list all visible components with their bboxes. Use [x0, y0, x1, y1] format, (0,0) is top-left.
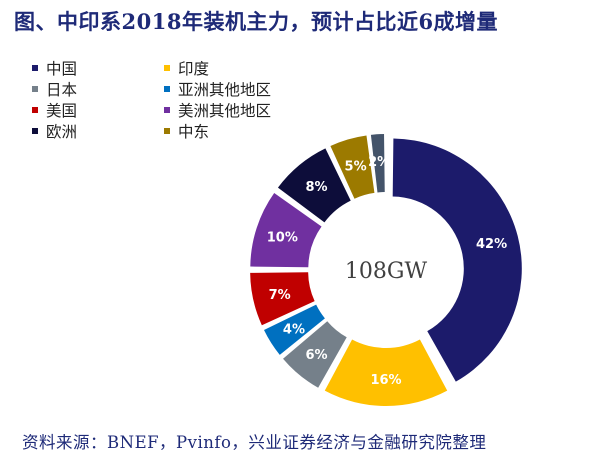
legend-swatch	[32, 65, 38, 71]
legend-item: 欧洲	[32, 121, 77, 141]
pie-slice	[392, 138, 522, 382]
legend-item: 美国	[32, 100, 77, 120]
slice-data-label: 2%	[368, 155, 390, 170]
legend-swatch	[32, 128, 38, 134]
slice-data-label: 16%	[370, 373, 401, 388]
pie-slice	[277, 148, 351, 223]
legend-swatch	[32, 107, 38, 113]
chart-title: 图、中印系2018年装机主力，预计占比近6成增量	[14, 9, 499, 34]
legend-swatch	[164, 86, 170, 92]
legend-swatch	[164, 128, 170, 134]
legend-label: 印度	[178, 60, 210, 78]
legend-item: 中国	[32, 58, 77, 78]
pie-slice	[370, 134, 385, 193]
legend-swatch	[32, 86, 38, 92]
legend-label: 美洲其他地区	[178, 102, 272, 120]
pie-slice	[324, 339, 448, 406]
legend-label: 欧洲	[46, 123, 78, 141]
legend-label: 亚洲其他地区	[178, 81, 272, 99]
slice-data-label: 10%	[267, 230, 298, 245]
pie-slice	[250, 272, 315, 326]
legend-item: 亚洲其他地区	[164, 79, 271, 99]
pie-slice	[263, 304, 325, 355]
slice-data-label: 5%	[345, 159, 367, 174]
pie-slice	[283, 321, 347, 388]
slice-data-label: 6%	[305, 348, 327, 363]
legend-label: 美国	[46, 102, 78, 120]
slice-data-label: 42%	[476, 237, 507, 252]
legend-label: 日本	[46, 81, 78, 99]
legend-item: 印度	[164, 58, 209, 78]
legend-label: 中东	[178, 123, 210, 141]
slice-data-label: 7%	[269, 288, 291, 303]
legend-item: 日本	[32, 79, 77, 99]
pie-slice	[330, 135, 375, 199]
legend-swatch	[164, 65, 170, 71]
legend-label: 中国	[46, 60, 78, 78]
legend-swatch	[164, 107, 170, 113]
legend-item: 美洲其他地区	[164, 100, 271, 120]
pie-slice	[250, 193, 322, 268]
slice-data-label: 8%	[305, 180, 327, 195]
donut-center-label: 108GW	[345, 259, 428, 284]
source-note: 资料来源：BNEF，Pvinfo，兴业证券经济与金融研究院整理	[22, 433, 487, 452]
legend-item: 中东	[164, 121, 209, 141]
slice-data-label: 4%	[283, 322, 305, 337]
